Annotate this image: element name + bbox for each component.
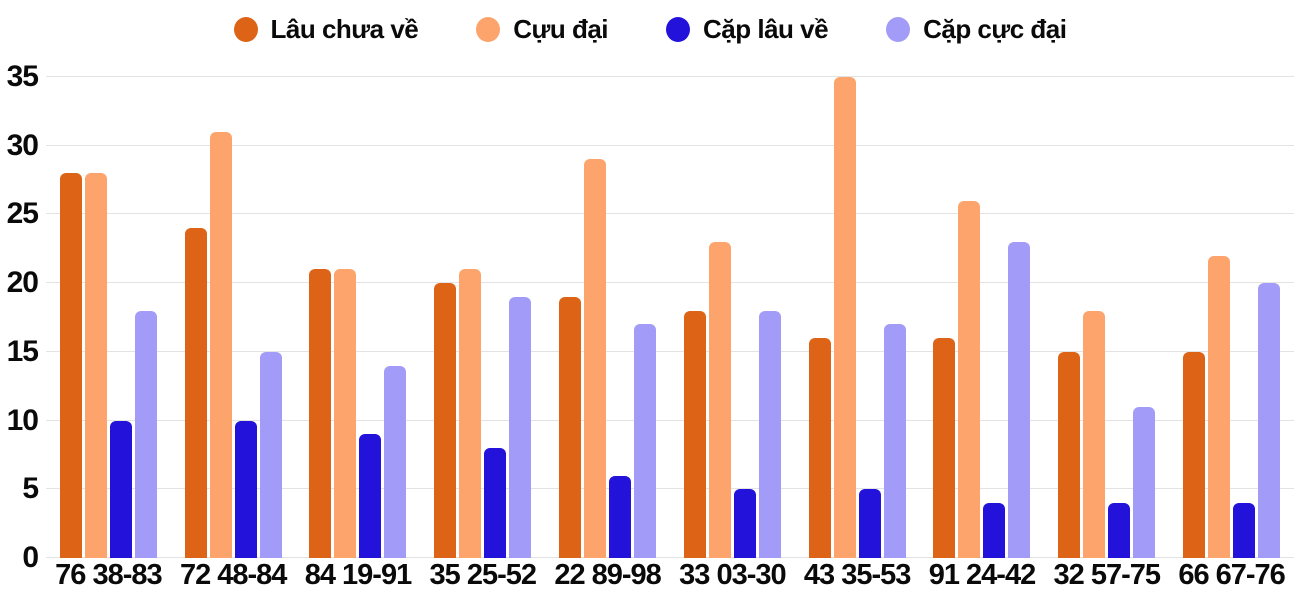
legend-item-2[interactable]: Cặp lâu về <box>666 13 829 45</box>
bar[interactable] <box>59 173 82 558</box>
bar[interactable] <box>1208 255 1231 558</box>
bar[interactable] <box>833 77 856 558</box>
y-tick-label: 10 <box>6 403 39 437</box>
bar-group <box>1044 77 1169 558</box>
bar[interactable] <box>758 310 781 558</box>
bar[interactable] <box>1258 283 1281 558</box>
x-tick-label: 76 38-83 <box>55 559 162 591</box>
bar-group <box>171 77 296 558</box>
legend-swatch-icon <box>666 16 691 42</box>
bar-group <box>670 77 795 558</box>
bar[interactable] <box>384 365 407 558</box>
bar[interactable] <box>1133 406 1156 558</box>
legend-item-0[interactable]: Lâu chưa về <box>233 13 419 45</box>
bar[interactable] <box>1233 503 1256 558</box>
bar[interactable] <box>334 269 357 558</box>
gridline <box>46 488 1294 490</box>
bar[interactable] <box>484 448 507 558</box>
legend-label: Cặp lâu về <box>703 13 829 44</box>
chart-legend: Lâu chưa về Cựu đại Cặp lâu về Cặp cực đại <box>0 8 1300 50</box>
x-tick-label: 72 48-84 <box>179 559 287 591</box>
legend-swatch-icon <box>233 16 258 42</box>
gridline <box>46 213 1294 215</box>
x-tick-label: 33 03-30 <box>679 559 786 591</box>
y-tick-label: 20 <box>6 266 39 300</box>
bar[interactable] <box>883 324 906 558</box>
bar-group <box>420 77 545 558</box>
bar[interactable] <box>733 489 756 558</box>
x-tick-label: 91 24-42 <box>928 559 1036 591</box>
bar-group <box>545 77 670 558</box>
bar[interactable] <box>609 475 632 558</box>
bar-group <box>46 77 171 558</box>
y-tick-label: 15 <box>6 334 39 368</box>
bar-groups-container <box>46 77 1294 558</box>
bar[interactable] <box>134 310 157 558</box>
bar-group <box>920 77 1045 558</box>
bar[interactable] <box>983 503 1006 558</box>
gridline <box>46 282 1294 284</box>
y-tick-label: 0 <box>22 541 39 574</box>
bar[interactable] <box>858 489 881 558</box>
x-tick-label: 22 89-98 <box>554 559 661 591</box>
bar[interactable] <box>634 324 657 558</box>
gridline <box>46 144 1294 146</box>
gridline <box>46 76 1294 77</box>
x-tick-label: 66 67-76 <box>1178 559 1285 591</box>
bar[interactable] <box>933 338 956 558</box>
bar-group <box>1169 77 1294 558</box>
gridline <box>46 350 1294 352</box>
y-tick-label: 25 <box>6 197 39 231</box>
legend-label: Cặp cực đại <box>923 13 1067 44</box>
bar[interactable] <box>259 351 282 558</box>
legend-swatch-icon <box>886 16 911 42</box>
gridline <box>46 557 1294 558</box>
bar[interactable] <box>958 200 981 558</box>
bar[interactable] <box>1008 241 1031 558</box>
bar[interactable] <box>109 420 132 558</box>
y-axis: 0 5 10 15 20 25 30 35 <box>0 62 40 573</box>
bar[interactable] <box>559 296 582 558</box>
bar-group <box>795 77 920 558</box>
y-tick-label: 5 <box>22 472 39 506</box>
bar[interactable] <box>1083 310 1106 558</box>
bar[interactable] <box>808 338 831 558</box>
x-tick-label: 32 57-75 <box>1053 559 1161 591</box>
bar[interactable] <box>434 283 457 558</box>
x-tick-label: 35 25-52 <box>429 559 537 591</box>
legend-label: Lâu chưa về <box>270 13 419 44</box>
plot-area <box>46 76 1294 558</box>
bar[interactable] <box>309 269 332 558</box>
legend-item-1[interactable]: Cựu đại <box>476 13 609 45</box>
legend-label: Cựu đại <box>513 13 609 44</box>
bar[interactable] <box>708 241 731 558</box>
gridline <box>46 419 1294 421</box>
bar[interactable] <box>209 131 232 558</box>
bar[interactable] <box>1058 351 1081 558</box>
bar[interactable] <box>584 159 607 558</box>
bar[interactable] <box>509 296 532 558</box>
bar[interactable] <box>1183 351 1206 558</box>
bar[interactable] <box>84 173 107 558</box>
legend-item-3[interactable]: Cặp cực đại <box>886 13 1067 45</box>
bar[interactable] <box>683 310 706 558</box>
x-axis: 76 38-83 72 48-84 84 19-91 35 25-52 22 89-98… <box>46 559 1294 592</box>
x-tick-label: 43 35-53 <box>803 559 911 591</box>
bar[interactable] <box>1108 503 1131 558</box>
y-tick-label: 30 <box>6 128 39 162</box>
legend-swatch-icon <box>476 16 501 42</box>
bar-group <box>296 77 421 558</box>
bar[interactable] <box>359 434 382 558</box>
bar[interactable] <box>234 420 257 558</box>
bar[interactable] <box>184 228 207 558</box>
x-tick-label: 84 19-91 <box>304 559 412 591</box>
bar[interactable] <box>459 269 482 558</box>
y-tick-label: 35 <box>6 60 39 93</box>
